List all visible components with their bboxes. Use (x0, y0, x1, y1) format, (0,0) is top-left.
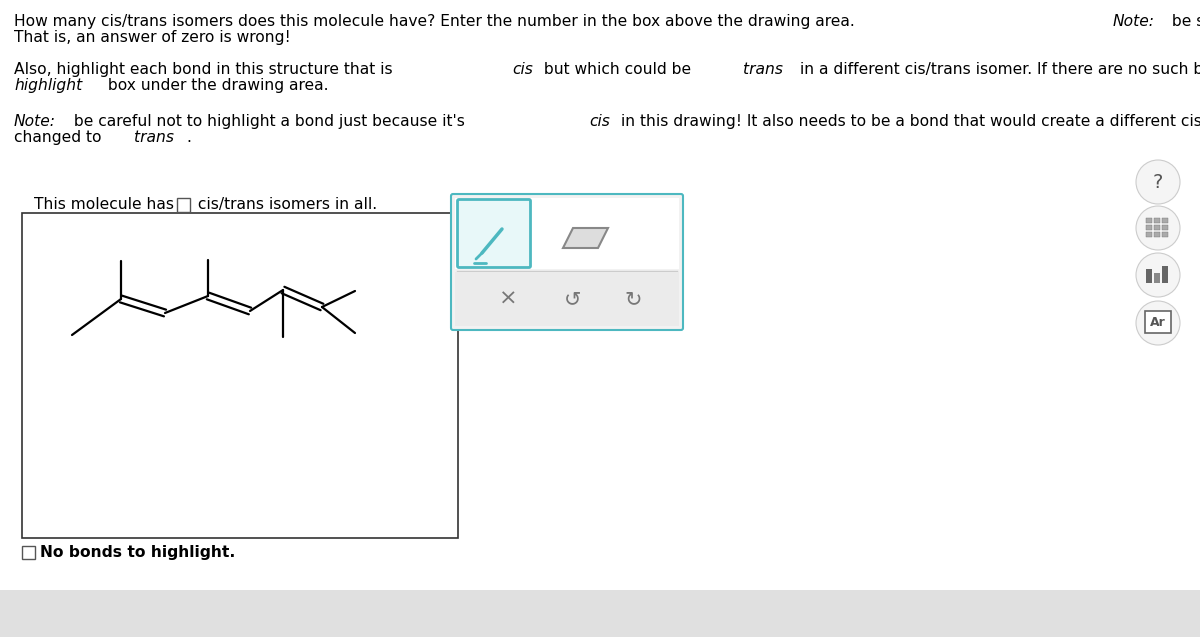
Bar (1154, 225, 1160, 230)
Text: changed to: changed to (14, 130, 107, 145)
FancyBboxPatch shape (451, 194, 683, 330)
Text: ↻: ↻ (624, 289, 642, 309)
Bar (1162, 266, 1168, 283)
Text: cis: cis (512, 62, 533, 77)
Bar (0, 590, 1200, 637)
Bar (1162, 232, 1168, 237)
Text: ×: × (499, 289, 517, 309)
Text: box under the drawing area.: box under the drawing area. (103, 78, 328, 93)
Bar (1146, 225, 1152, 230)
Text: Ar: Ar (1150, 315, 1166, 329)
Bar (1146, 232, 1152, 237)
Bar (1154, 273, 1160, 283)
Text: trans: trans (743, 62, 784, 77)
Text: That is, an answer of zero is wrong!: That is, an answer of zero is wrong! (14, 30, 290, 45)
Polygon shape (563, 228, 608, 248)
Text: .: . (186, 130, 191, 145)
Text: but which could be: but which could be (539, 62, 696, 77)
Bar (1154, 232, 1160, 237)
Text: This molecule has: This molecule has (34, 197, 179, 212)
Bar (22, 213, 458, 538)
Bar (1146, 269, 1152, 283)
Text: in a different cis/trans isomer. If there are no such bonds, check the: in a different cis/trans isomer. If ther… (796, 62, 1200, 77)
Bar (178, 198, 190, 212)
Text: No bonds to highlight.: No bonds to highlight. (40, 545, 235, 559)
Bar (455, 198, 679, 269)
Text: in this drawing! It also needs to be a bond that would create a different cis/tr: in this drawing! It also needs to be a b… (616, 114, 1200, 129)
Circle shape (1136, 301, 1180, 345)
Bar (1162, 225, 1168, 230)
Bar (1146, 218, 1152, 223)
Text: cis/trans isomers in all.: cis/trans isomers in all. (193, 197, 377, 212)
Bar (1162, 218, 1168, 223)
FancyBboxPatch shape (457, 199, 530, 268)
Bar (455, 272, 679, 326)
Bar (1154, 218, 1160, 223)
Text: cis: cis (589, 114, 610, 129)
Text: trans: trans (134, 130, 174, 145)
Text: be careful not to highlight a bond just because it's: be careful not to highlight a bond just … (68, 114, 469, 129)
Circle shape (1136, 253, 1180, 297)
Circle shape (1136, 206, 1180, 250)
Bar (1145, 311, 1171, 333)
Text: ↺: ↺ (564, 289, 582, 309)
Text: be sure you remember to count: be sure you remember to count (1166, 14, 1200, 29)
Text: How many cis/trans isomers does this molecule have? Enter the number in the box : How many cis/trans isomers does this mol… (14, 14, 859, 29)
Text: highlight: highlight (14, 78, 83, 93)
Text: Note:: Note: (14, 114, 56, 129)
Circle shape (1136, 160, 1180, 204)
Bar (22, 546, 35, 559)
Text: ?: ? (1153, 173, 1163, 192)
Text: Note:: Note: (1112, 14, 1154, 29)
Text: Also, highlight each bond in this structure that is: Also, highlight each bond in this struct… (14, 62, 397, 77)
